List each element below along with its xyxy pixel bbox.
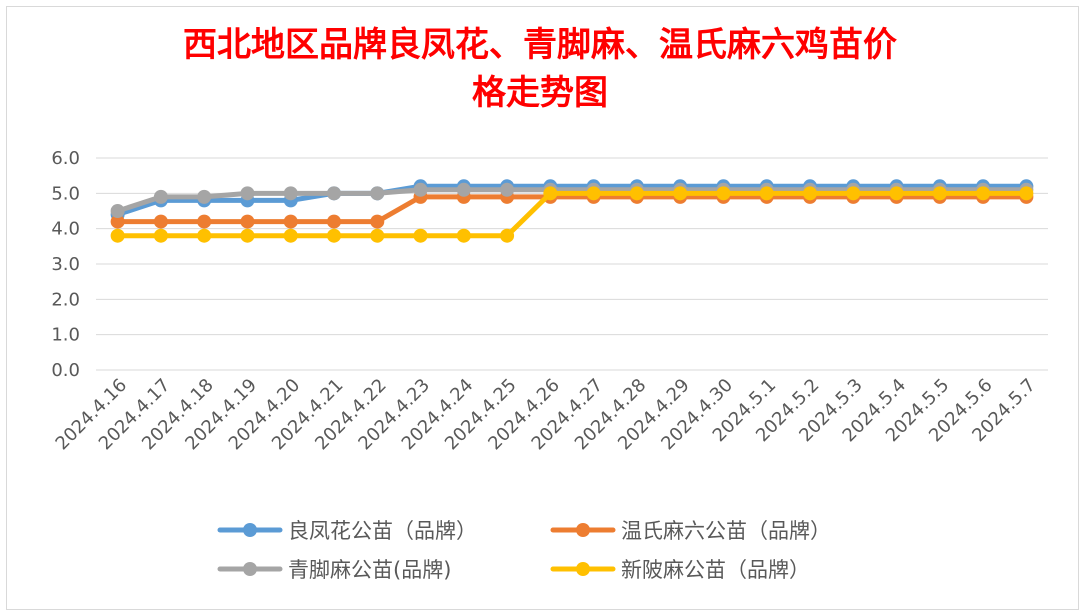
data-point [1019, 186, 1034, 201]
data-point [586, 186, 601, 201]
y-tick-label: 1.0 [51, 325, 80, 346]
data-point [370, 214, 385, 229]
data-point [110, 214, 125, 229]
data-point [543, 186, 558, 201]
data-point [153, 228, 168, 243]
data-point [932, 186, 947, 201]
data-point [110, 204, 125, 218]
data-point [240, 228, 255, 243]
series-line [115, 187, 1029, 214]
data-point [889, 186, 904, 201]
legend-label: 温氏麻六公苗（品牌） [621, 519, 831, 543]
data-point [153, 189, 168, 204]
chart-title-line-2: 格走势图 [472, 73, 608, 113]
data-point [413, 228, 428, 243]
data-point [500, 182, 515, 197]
legend-label: 新陂麻公苗（品牌） [621, 558, 810, 582]
data-point [759, 186, 774, 201]
legend-swatch-marker [576, 523, 590, 537]
chart-title-line-1: 西北地区品牌良凤花、青脚麻、温氏麻六鸡苗价 [183, 25, 897, 65]
data-point [197, 214, 212, 229]
data-point [456, 228, 471, 243]
legend-label: 良凤花公苗（品牌） [288, 519, 477, 543]
data-point [629, 186, 644, 201]
y-tick-label: 6.0 [51, 148, 80, 169]
data-point [283, 186, 298, 201]
series-line [115, 183, 1029, 218]
data-point [240, 214, 255, 229]
data-point [327, 214, 341, 229]
data-point [197, 228, 212, 243]
y-tick-label: 5.0 [51, 183, 80, 204]
y-tick-label: 3.0 [51, 254, 80, 275]
y-tick-label: 0.0 [51, 360, 80, 381]
series-line [115, 194, 1029, 225]
data-point [370, 186, 385, 201]
data-point [673, 186, 688, 201]
data-point [413, 182, 428, 197]
data-point [110, 228, 125, 243]
legend-swatch-marker [243, 562, 257, 576]
data-point [283, 214, 298, 229]
data-point [327, 228, 341, 243]
legend-swatch-marker [243, 523, 257, 537]
data-point [716, 186, 731, 201]
chart-frame [6, 6, 1079, 610]
series-line [115, 190, 1029, 239]
data-point [846, 186, 861, 201]
data-point [370, 228, 385, 243]
y-tick-label: 4.0 [51, 219, 80, 240]
data-point [976, 186, 991, 201]
data-point [803, 186, 817, 201]
legend-swatch-marker [576, 562, 590, 576]
data-point [283, 228, 298, 243]
data-point [197, 189, 212, 204]
data-point [327, 186, 341, 201]
data-point [456, 182, 471, 197]
data-point [153, 214, 168, 229]
data-point [500, 228, 515, 243]
y-tick-label: 2.0 [51, 289, 80, 310]
data-point [240, 186, 255, 201]
legend-label: 青脚麻公苗(品牌) [288, 558, 451, 582]
